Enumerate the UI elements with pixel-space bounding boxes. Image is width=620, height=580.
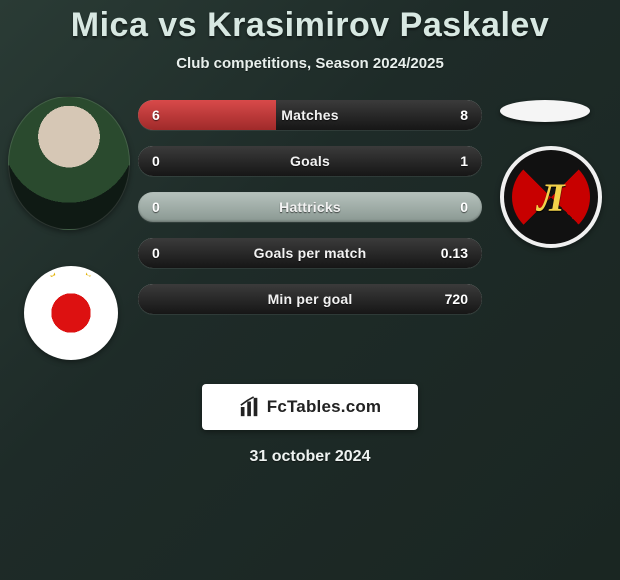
- stat-row: 0Hattricks0: [138, 192, 482, 222]
- player-right-avatar: [500, 100, 590, 122]
- stat-value-right: 0.13: [441, 238, 468, 268]
- subtitle: Club competitions, Season 2024/2025: [0, 55, 620, 72]
- stat-row: Min per goal720: [138, 284, 482, 314]
- stat-value-right: 720: [445, 284, 468, 314]
- stat-row: 6Matches8: [138, 100, 482, 130]
- club-right-logo: Л: [500, 146, 602, 248]
- stat-value-right: 1: [460, 146, 468, 176]
- stat-label: Hattricks: [138, 192, 482, 222]
- club-right-letter: Л: [504, 150, 598, 244]
- date-label: 31 october 2024: [0, 448, 620, 466]
- stat-label: Goals: [138, 146, 482, 176]
- bars-icon: [239, 396, 261, 418]
- stat-label: Goals per match: [138, 238, 482, 268]
- stat-value-right: 0: [460, 192, 468, 222]
- club-left-logo: ★ ★ ★: [24, 266, 118, 360]
- stat-label: Min per goal: [138, 284, 482, 314]
- stat-value-right: 8: [460, 100, 468, 130]
- stats-list: 6Matches80Goals10Hattricks00Goals per ma…: [138, 100, 482, 330]
- brand-badge[interactable]: FcTables.com: [202, 384, 418, 430]
- stat-row: 0Goals per match0.13: [138, 238, 482, 268]
- page-title: Mica vs Krasimirov Paskalev: [0, 0, 620, 45]
- player-left-avatar: [8, 96, 130, 230]
- comparison-panel: ★ ★ ★ Л 6Matches80Goals10Hattricks00Goal…: [0, 100, 620, 360]
- stat-row: 0Goals1: [138, 146, 482, 176]
- brand-text: FcTables.com: [267, 397, 382, 417]
- stat-label: Matches: [138, 100, 482, 130]
